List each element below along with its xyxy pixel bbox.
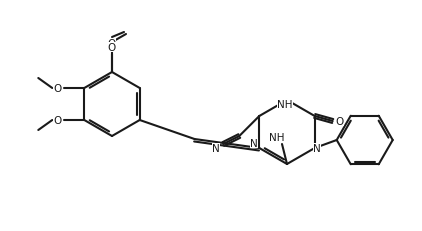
Text: N: N [212, 143, 220, 153]
Text: N: N [250, 138, 258, 148]
Text: NH: NH [277, 100, 293, 109]
Text: O: O [108, 43, 116, 53]
Text: O: O [335, 116, 344, 126]
Text: O: O [108, 39, 116, 49]
Text: NH: NH [269, 132, 285, 142]
Text: N: N [313, 143, 321, 153]
Text: O: O [53, 116, 62, 125]
Text: O: O [53, 84, 62, 94]
